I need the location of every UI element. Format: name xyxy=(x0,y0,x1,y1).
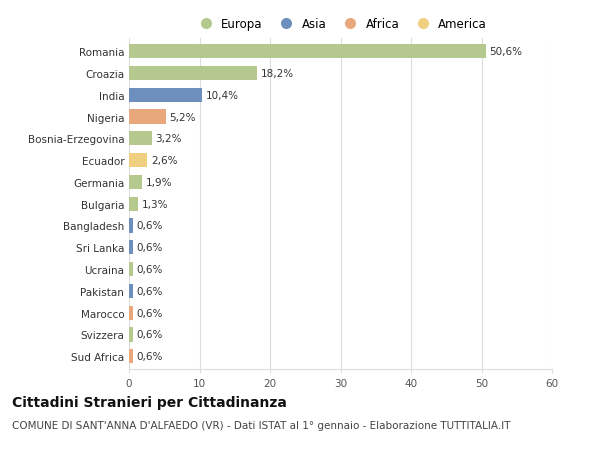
Bar xyxy=(129,263,133,276)
Bar xyxy=(129,349,133,364)
Text: 1,9%: 1,9% xyxy=(146,178,172,188)
Text: 5,2%: 5,2% xyxy=(169,112,196,122)
Bar xyxy=(129,67,257,81)
Bar xyxy=(129,154,148,168)
Text: 18,2%: 18,2% xyxy=(261,69,294,79)
Text: 2,6%: 2,6% xyxy=(151,156,178,166)
Text: 10,4%: 10,4% xyxy=(206,90,239,101)
Bar xyxy=(129,89,202,103)
Bar xyxy=(129,132,152,146)
Bar xyxy=(129,328,133,342)
Text: 0,6%: 0,6% xyxy=(137,243,163,253)
Text: 0,6%: 0,6% xyxy=(137,330,163,340)
Text: COMUNE DI SANT'ANNA D'ALFAEDO (VR) - Dati ISTAT al 1° gennaio - Elaborazione TUT: COMUNE DI SANT'ANNA D'ALFAEDO (VR) - Dat… xyxy=(12,420,511,430)
Legend: Europa, Asia, Africa, America: Europa, Asia, Africa, America xyxy=(190,13,491,36)
Text: 1,3%: 1,3% xyxy=(142,199,168,209)
Bar xyxy=(129,306,133,320)
Text: 0,6%: 0,6% xyxy=(137,308,163,318)
Bar xyxy=(129,197,138,211)
Text: 0,6%: 0,6% xyxy=(137,286,163,296)
Bar xyxy=(129,284,133,298)
Text: 50,6%: 50,6% xyxy=(489,47,522,57)
Text: 0,6%: 0,6% xyxy=(137,221,163,231)
Bar xyxy=(129,241,133,255)
Bar xyxy=(129,45,486,59)
Text: 0,6%: 0,6% xyxy=(137,352,163,361)
Text: 0,6%: 0,6% xyxy=(137,264,163,274)
Text: 3,2%: 3,2% xyxy=(155,134,182,144)
Bar xyxy=(129,219,133,233)
Text: Cittadini Stranieri per Cittadinanza: Cittadini Stranieri per Cittadinanza xyxy=(12,395,287,409)
Bar xyxy=(129,110,166,124)
Bar xyxy=(129,175,142,190)
